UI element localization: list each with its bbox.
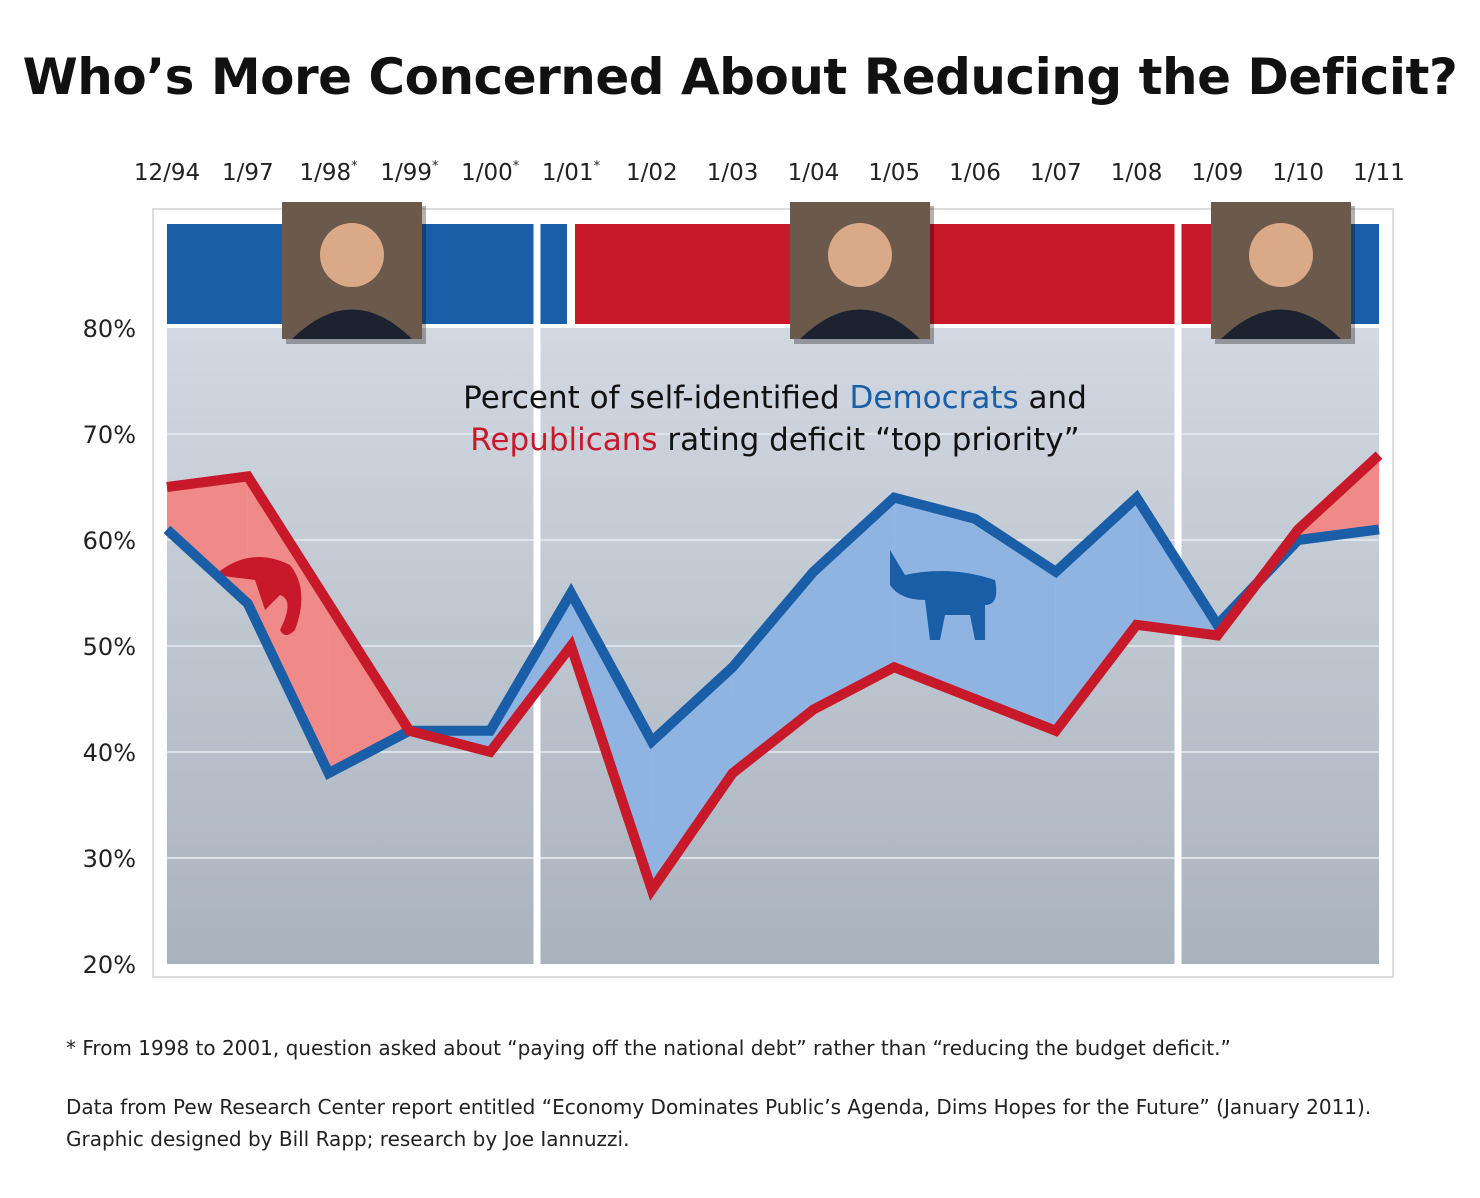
x-tick-label: 1/05 — [868, 160, 920, 186]
gap-fill — [975, 518, 1056, 731]
obama-portrait-face — [1249, 223, 1313, 287]
x-tick-label: 1/08 — [1111, 160, 1163, 186]
footnote: * From 1998 to 2001, question asked abou… — [66, 1036, 1231, 1060]
obama-portrait-suit — [1221, 309, 1341, 339]
clinton-portrait-face — [320, 223, 384, 287]
y-tick-label: 30% — [83, 845, 136, 873]
x-tick-label: 1/06 — [949, 160, 1001, 186]
gap-fill — [651, 667, 733, 890]
bush-portrait-suit — [800, 309, 920, 339]
donkey-icon — [890, 550, 997, 640]
y-tick-label: 50% — [83, 633, 136, 661]
elephant-icon — [215, 557, 302, 635]
x-tick-label: 12/94 — [134, 160, 200, 186]
gap-fill — [813, 497, 895, 710]
chart-title: Who’s More Concerned About Reducing the … — [22, 48, 1458, 106]
series-line-democrats — [163, 489, 1380, 781]
x-tick-label: 1/98* — [300, 159, 359, 186]
x-tick-label: 1/00* — [461, 159, 520, 186]
x-tick-label: 1/11 — [1353, 160, 1405, 186]
y-tick-label: 70% — [83, 421, 136, 449]
clinton-portrait-suit — [292, 309, 412, 339]
chart-subtitle-line-2: Republicans rating deficit “top priority… — [470, 422, 1079, 458]
x-tick-label: 1/09 — [1192, 160, 1244, 186]
source-line-1: Data from Pew Research Center report ent… — [66, 1095, 1372, 1119]
x-tick-label: 1/97 — [222, 160, 274, 186]
y-tick-label: 20% — [83, 951, 136, 979]
y-tick-label: 60% — [83, 527, 136, 555]
x-tick-label: 1/07 — [1030, 160, 1082, 186]
gap-fill — [328, 603, 410, 774]
x-tick-label: 1/03 — [707, 160, 759, 186]
bush-portrait-face — [828, 223, 892, 287]
x-tick-label: 1/10 — [1272, 160, 1324, 186]
chart-subtitle-line-1: Percent of self-identified Democrats and — [463, 380, 1087, 416]
x-tick-label: 1/02 — [626, 160, 678, 186]
y-tick-label: 80% — [83, 315, 136, 343]
x-tick-label: 1/99* — [380, 159, 439, 186]
x-tick-label: 1/01* — [542, 159, 601, 186]
source-line-2: Graphic designed by Bill Rapp; research … — [66, 1127, 630, 1151]
series-line-republicans — [166, 451, 1383, 901]
x-tick-label: 1/04 — [788, 160, 840, 186]
y-tick-label: 40% — [83, 739, 136, 767]
